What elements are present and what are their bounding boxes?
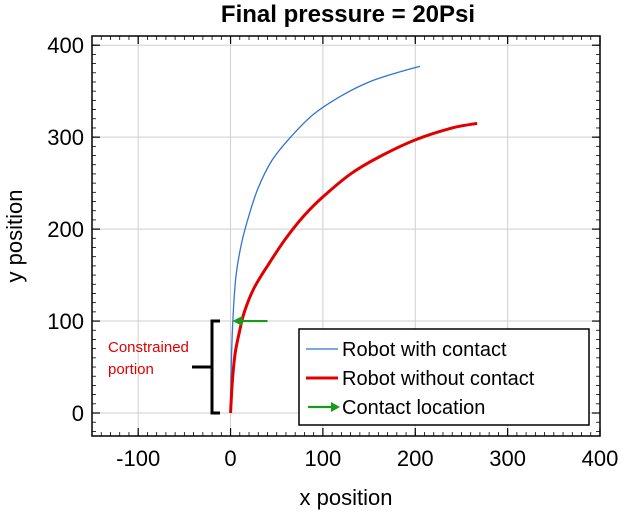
series-line-robot-with-contact bbox=[229, 65, 421, 414]
axis-tick-labels: -100 0 100 200 300 400 0 100 200 300 400 bbox=[47, 33, 618, 471]
x-tick-label: 100 bbox=[305, 446, 342, 471]
plot-area-frame bbox=[91, 35, 601, 437]
y-tick-label: 0 bbox=[72, 401, 84, 426]
x-tick-label: 0 bbox=[224, 446, 236, 471]
legend-label-robot-without-contact: Robot without contact bbox=[342, 368, 535, 390]
legend-box bbox=[298, 328, 590, 426]
y-tick-label: 300 bbox=[47, 125, 84, 150]
annotation-text-line2: portion bbox=[108, 361, 154, 378]
legend-arrowhead-icon bbox=[331, 402, 340, 412]
y-tick-label: 400 bbox=[47, 33, 84, 58]
y-axis-label: y position bbox=[2, 190, 27, 283]
x-axis-label: x position bbox=[300, 485, 393, 510]
legend-label-contact-location: Contact location bbox=[342, 397, 485, 419]
axis-ticks bbox=[91, 35, 601, 436]
data-series bbox=[229, 65, 478, 414]
constrained-brace bbox=[192, 319, 220, 415]
y-tick-label: 200 bbox=[47, 217, 84, 242]
contact-arrowhead-icon bbox=[232, 316, 243, 327]
x-tick-label: -100 bbox=[116, 446, 160, 471]
constrained-annotation: Constrained portion bbox=[108, 319, 220, 415]
y-tick-label: 100 bbox=[47, 309, 84, 334]
annotation-text-line1: Constrained bbox=[108, 339, 189, 356]
x-tick-label: 400 bbox=[582, 446, 619, 471]
contact-location-marker bbox=[232, 316, 268, 327]
legend: Robot with contact Robot without contact… bbox=[298, 328, 590, 426]
x-tick-label: 200 bbox=[397, 446, 434, 471]
chart-title: Final pressure = 20Psi bbox=[221, 1, 475, 28]
legend-label-robot-with-contact: Robot with contact bbox=[342, 339, 507, 361]
series-line-robot-without-contact bbox=[229, 121, 478, 414]
x-tick-label: 300 bbox=[489, 446, 526, 471]
